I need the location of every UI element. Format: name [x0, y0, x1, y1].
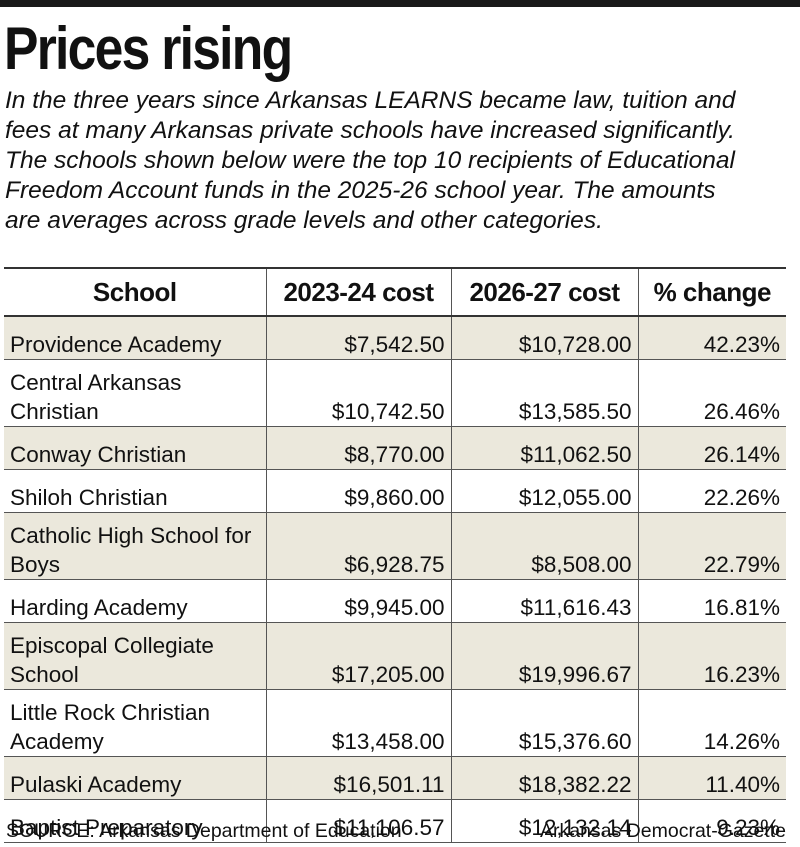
school-cell: Episcopal Collegiate School: [4, 622, 266, 690]
cost-2026-27-cell: $8,508.00: [450, 512, 638, 580]
credit-line: Arkansas Democrat-Gazette: [539, 820, 786, 842]
school-cell: Harding Academy: [4, 579, 266, 623]
cost-2026-27-cell: $15,376.60: [450, 689, 638, 757]
table-row: Shiloh Christian $9,860.00 $12,055.00 22.26…: [4, 469, 786, 513]
cost-2026-27-cell: $10,728.00: [450, 315, 638, 360]
table-row: Harding Academy $9,945.00 $11,616.43 16.81%: [4, 579, 786, 623]
pct-change-cell: 14.26%: [637, 689, 786, 757]
cost-2026-27-cell: $19,996.67: [450, 622, 638, 690]
intro-line: The schools shown below were the top 10 …: [5, 147, 735, 174]
source-note: SOURCE: Arkansas Department of Education: [6, 820, 402, 842]
cost-2023-24-cell: $11,106.57: [265, 799, 451, 843]
cost-2023-24-cell: $13,458.00: [265, 689, 451, 757]
school-cell: Shiloh Christian: [4, 469, 266, 513]
pct-change-cell: 42.23%: [637, 315, 786, 360]
school-cell: Pulaski Academy: [4, 756, 266, 800]
cost-2023-24-cell: $17,205.00: [265, 622, 451, 690]
intro-line: In the three years since Arkansas LEARNS…: [5, 87, 736, 114]
intro-line: are averages across grade levels and oth…: [5, 207, 603, 234]
cost-2023-24-cell: $16,501.11: [265, 756, 451, 800]
school-cell: Central Arkansas Christian: [4, 359, 266, 427]
pct-change-cell: 9.23%: [637, 799, 786, 843]
table-row: Central Arkansas Christian $10,742.50 $13,…: [4, 359, 786, 427]
intro-line: fees at many Arkansas private schools ha…: [5, 117, 735, 144]
pct-change-cell: 16.81%: [637, 579, 786, 623]
pct-change-cell: 11.40%: [637, 756, 786, 800]
pct-change-cell: 22.79%: [637, 512, 786, 580]
top-rule: [0, 0, 800, 7]
pct-change-cell: 16.23%: [637, 622, 786, 690]
cost-2026-27-cell: $13,585.50: [450, 359, 638, 427]
table-row: Providence Academy $7,542.50 $10,728.00 42.…: [4, 315, 786, 360]
intro-text: In the three years since Arkansas LEARNS…: [5, 86, 797, 236]
cost-2023-24-cell: $9,860.00: [265, 469, 451, 513]
cost-2026-27-cell: $18,382.22: [450, 756, 638, 800]
table-row: Episcopal Collegiate School $17,205.00 $19…: [4, 622, 786, 690]
cost-2023-24-cell: $9,945.00: [265, 579, 451, 623]
cost-2023-24-cell: $7,542.50: [265, 315, 451, 360]
table-row: Little Rock Christian Academy $13,458.00 $…: [4, 689, 786, 757]
cost-2023-24-cell: $8,770.00: [265, 426, 451, 470]
column-header-pct-change: % change: [637, 267, 786, 317]
column-header-2023-24-cost: 2023-24 cost: [265, 267, 451, 317]
cost-2026-27-cell: $11,616.43: [450, 579, 638, 623]
pct-change-cell: 26.14%: [637, 426, 786, 470]
table-row: Catholic High School for Boys $6,928.75 $8…: [4, 512, 786, 580]
cost-2026-27-cell: $11,062.50: [450, 426, 638, 470]
school-cell: Providence Academy: [4, 315, 266, 360]
cost-2026-27-cell: $12,132.14: [450, 799, 638, 843]
school-cell: Little Rock Christian Academy: [4, 689, 266, 757]
school-cell: Catholic High School for Boys: [4, 512, 266, 580]
pct-change-cell: 22.26%: [637, 469, 786, 513]
cost-2026-27-cell: $12,055.00: [450, 469, 638, 513]
school-cell: Baptist Preparatory: [4, 799, 266, 843]
table-row: Pulaski Academy $16,501.11 $18,382.22 11.40…: [4, 756, 786, 800]
table-header-row: School 2023-24 cost 2026-27 cost % chang…: [4, 267, 786, 317]
table-row: Baptist Preparatory $11,106.57 $12,132.14 9…: [4, 799, 786, 843]
table-row: Conway Christian $8,770.00 $11,062.50 26.14…: [4, 426, 786, 470]
tuition-table: School 2023-24 cost 2026-27 cost % chang…: [4, 267, 786, 843]
column-header-school: School: [4, 267, 266, 317]
pct-change-cell: 26.46%: [637, 359, 786, 427]
cost-2023-24-cell: $6,928.75: [265, 512, 451, 580]
column-header-2026-27-cost: 2026-27 cost: [450, 267, 638, 317]
school-cell: Conway Christian: [4, 426, 266, 470]
page-title: Prices rising: [4, 15, 293, 82]
cost-2023-24-cell: $10,742.50: [265, 359, 451, 427]
intro-line: Freedom Account funds in the 2025-26 sch…: [5, 177, 716, 204]
